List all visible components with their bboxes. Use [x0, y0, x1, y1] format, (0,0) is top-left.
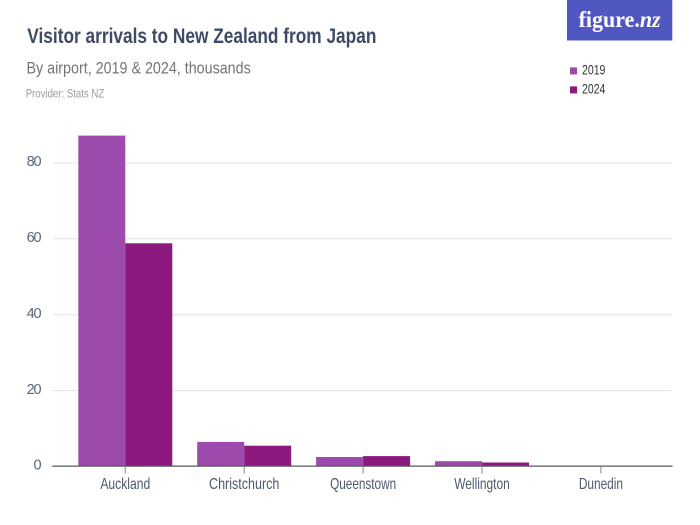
svg-text:Visitor arrivals to New Zealan: Visitor arrivals to New Zealand from Jap… [27, 26, 376, 49]
svg-text:Christchurch: Christchurch [209, 475, 279, 493]
svg-text:20: 20 [27, 382, 42, 398]
svg-text:Queenstown: Queenstown [330, 475, 396, 492]
svg-text:By airport, 2019 & 2024, thous: By airport, 2019 & 2024, thousands [27, 59, 251, 77]
svg-text:0: 0 [34, 457, 42, 473]
svg-text:2019: 2019 [582, 62, 606, 78]
svg-text:Provider: Stats NZ: Provider: Stats NZ [26, 88, 105, 101]
svg-text:80: 80 [27, 154, 42, 170]
svg-text:Wellington: Wellington [454, 474, 510, 492]
svg-text:60: 60 [27, 230, 42, 246]
svg-text:figure.nz: figure.nz [579, 7, 662, 33]
svg-text:Auckland: Auckland [100, 475, 150, 493]
svg-text:2024: 2024 [582, 81, 606, 97]
svg-text:40: 40 [27, 306, 42, 322]
svg-text:Dunedin: Dunedin [579, 476, 623, 493]
